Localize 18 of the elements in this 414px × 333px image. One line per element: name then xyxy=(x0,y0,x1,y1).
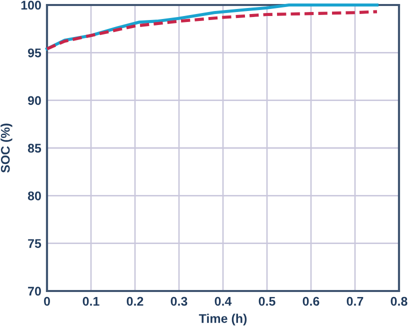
y-tick-label: 75 xyxy=(28,239,42,248)
x-tick-label: 0.8 xyxy=(390,296,408,306)
y-tick-label: 95 xyxy=(28,48,42,58)
x-tick-label: 0.7 xyxy=(346,296,364,306)
y-tick-label: 100 xyxy=(21,0,41,10)
y-tick-label: 90 xyxy=(28,96,41,105)
y-tick-label: 85 xyxy=(28,144,42,153)
x-tick-label: 0 xyxy=(44,296,50,306)
x-tick-label: 0.5 xyxy=(258,296,276,306)
x-axis-title: Time (h) xyxy=(198,314,247,326)
y-tick-label: 70 xyxy=(28,286,41,296)
x-tick-label: 0.3 xyxy=(170,296,188,306)
x-tick-label: 0.6 xyxy=(302,296,320,306)
y-axis-title: SOC (%) xyxy=(0,124,12,173)
x-tick-label: 0.1 xyxy=(82,296,100,306)
x-tick-label: 0.4 xyxy=(214,296,232,306)
x-tick-label: 0.2 xyxy=(126,296,144,306)
y-tick-label: 80 xyxy=(28,191,41,200)
